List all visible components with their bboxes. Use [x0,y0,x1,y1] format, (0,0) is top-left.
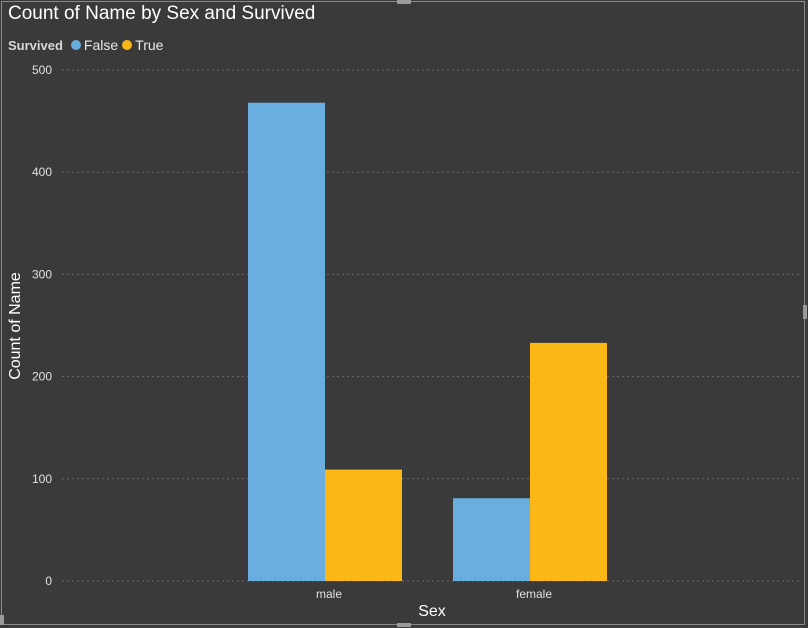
resize-handle-bottom[interactable] [397,623,411,627]
y-tick-label: 200 [32,370,52,384]
legend-title: Survived [8,37,63,53]
x-tick-label: female [516,587,552,601]
legend-label-false: False [83,37,119,53]
y-tick-label: 300 [32,267,52,281]
legend-item-false[interactable]: False [70,37,119,53]
x-axis-title: Sex [418,603,446,620]
bar-female-false [453,498,530,581]
y-tick-label: 100 [32,472,52,486]
legend-dot-false [70,40,81,50]
resize-handle-right[interactable] [803,305,807,319]
x-tick-label: male [316,587,342,601]
legend-dot-true [122,40,133,50]
resize-handle-left[interactable] [0,615,4,625]
legend-item-true[interactable]: True [122,37,163,53]
y-tick-label: 500 [32,63,52,77]
bar-female-true [530,342,607,581]
legend: Survived False True [8,37,167,53]
bar-male-false [248,102,325,581]
y-tick-label: 0 [45,574,52,588]
y-axis-title: Count of Name [7,272,24,380]
chart-title: Count of Name by Sex and Survived [8,3,316,24]
bar-male-true [325,469,402,581]
resize-handle-top[interactable] [397,0,411,4]
legend-label-true: True [135,37,164,53]
y-tick-label: 400 [32,165,52,179]
